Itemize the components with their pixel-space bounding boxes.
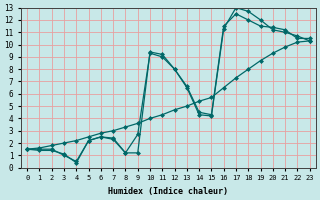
X-axis label: Humidex (Indice chaleur): Humidex (Indice chaleur): [108, 187, 228, 196]
